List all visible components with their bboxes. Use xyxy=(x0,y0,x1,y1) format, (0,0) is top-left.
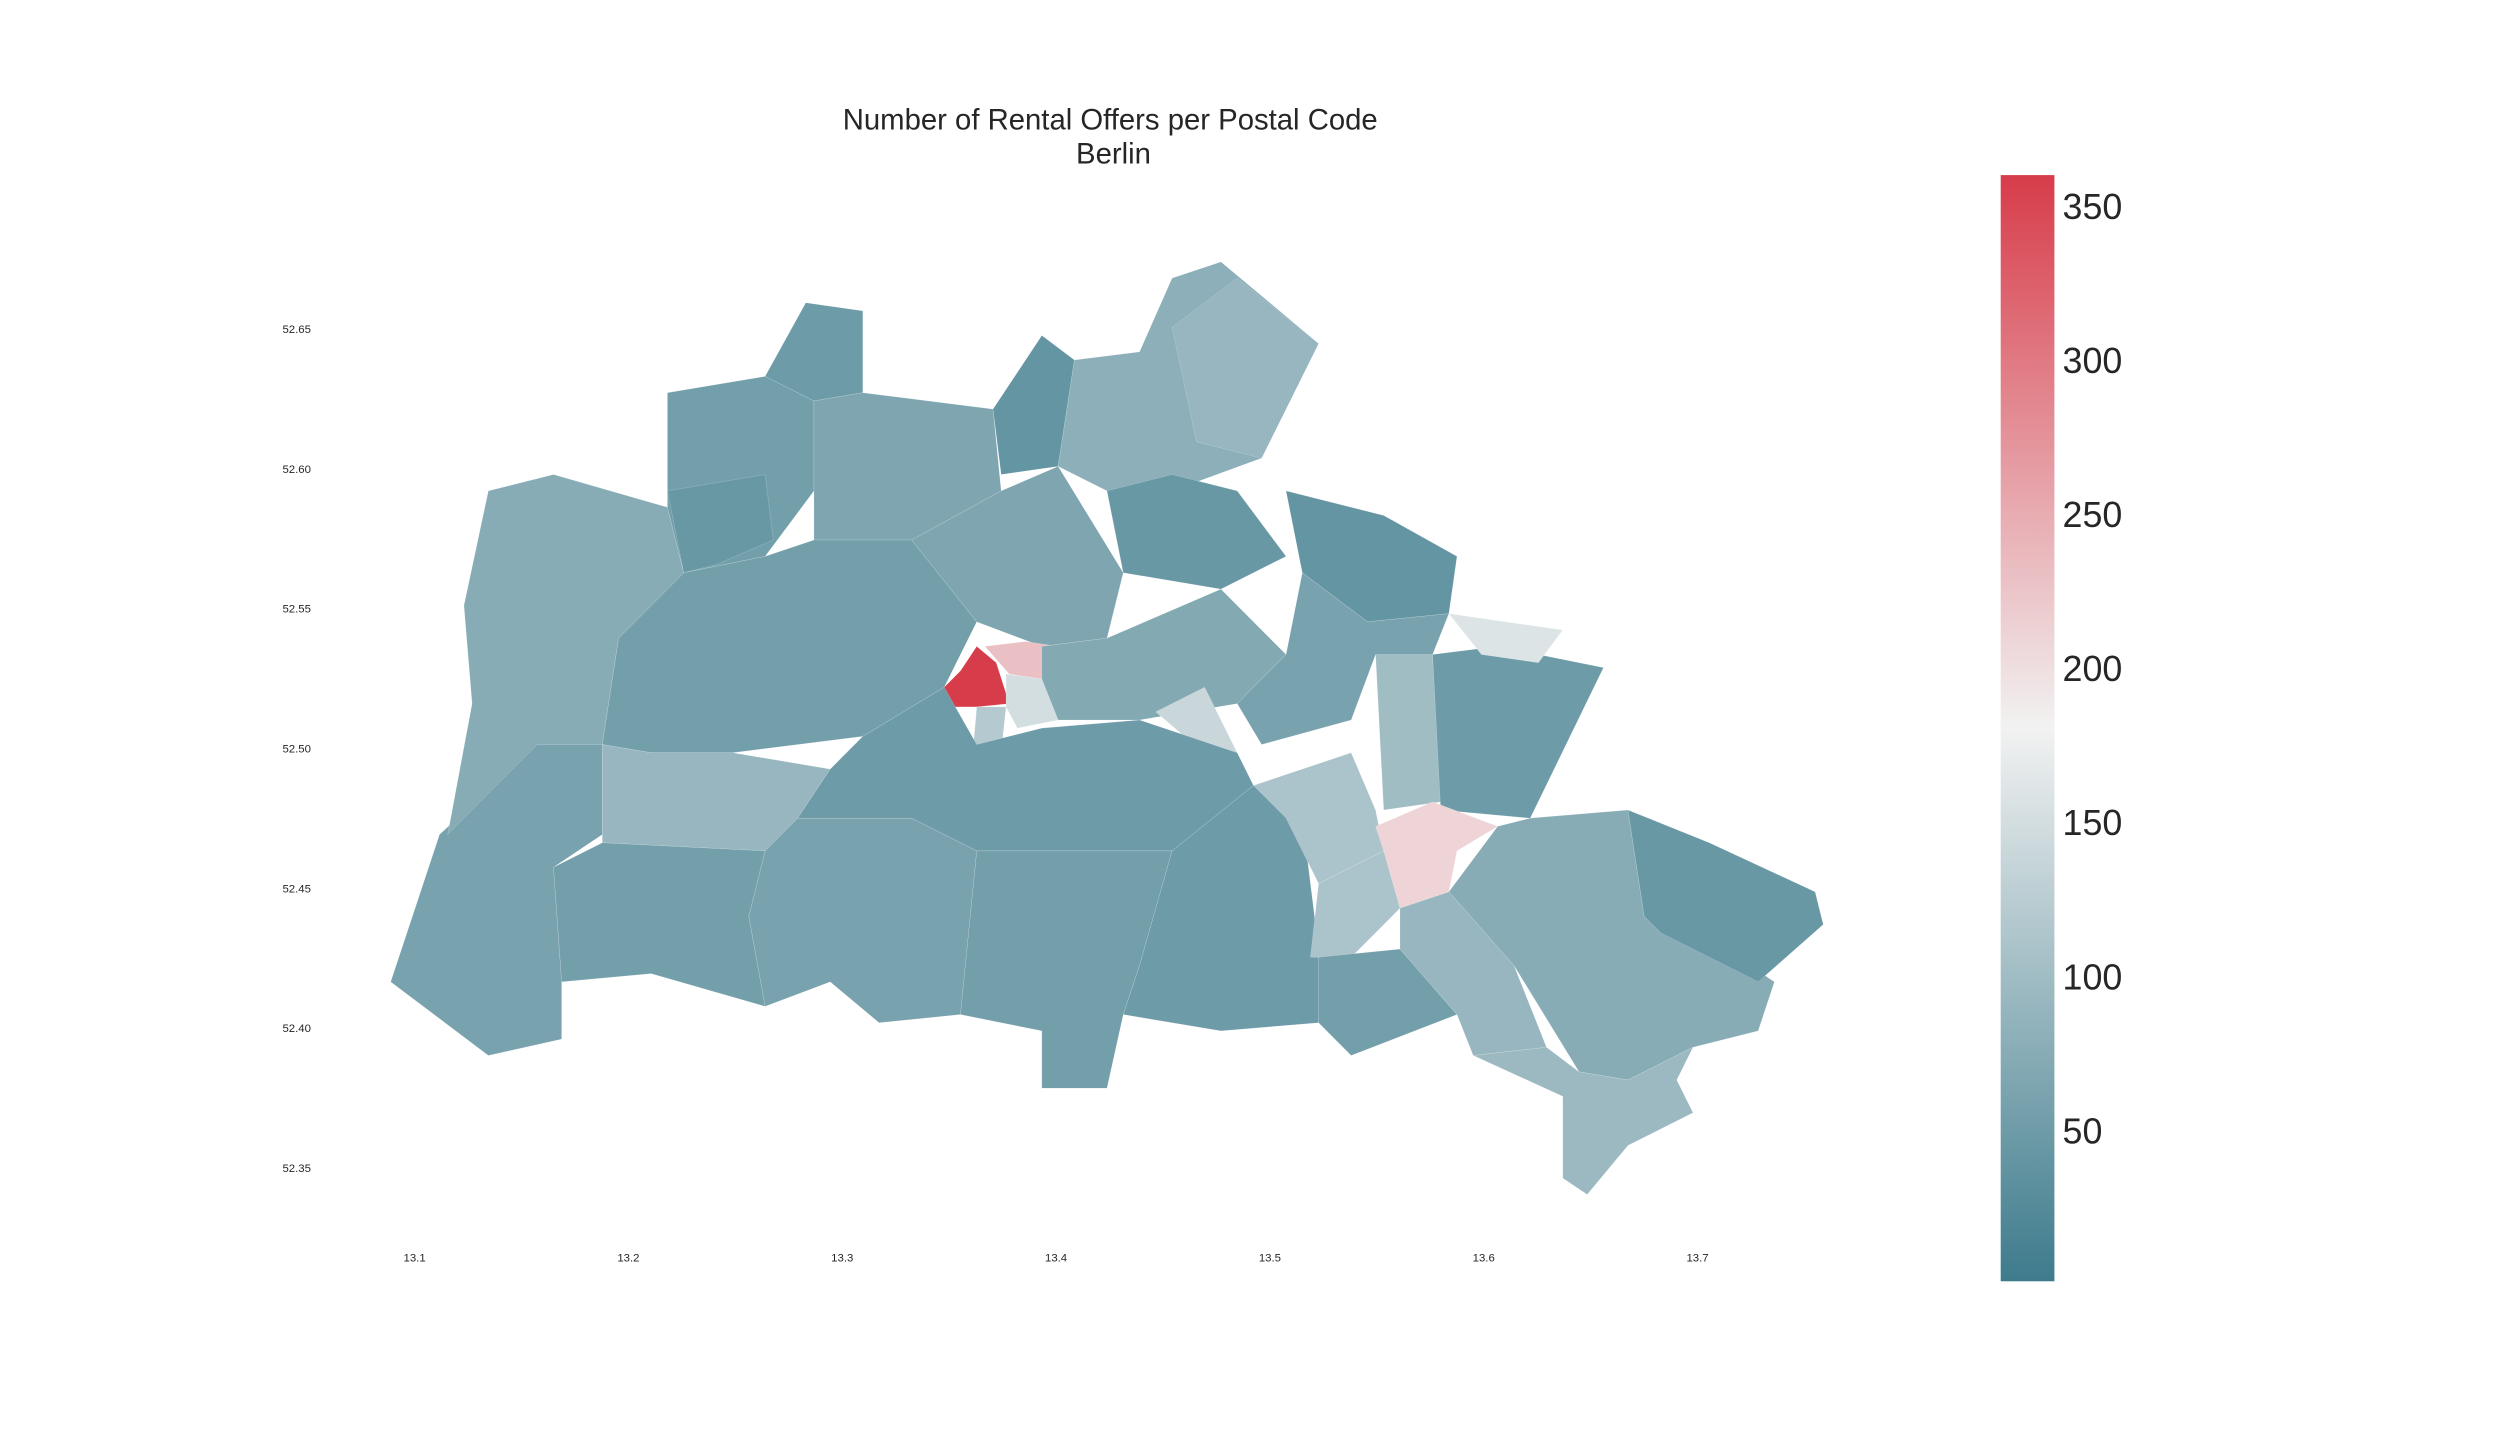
postal-region xyxy=(1005,673,1059,729)
colorbar: 50 100 150 200 250 300 350 xyxy=(2000,175,2123,1282)
colorbar-tick-label: 50 xyxy=(2063,1111,2103,1151)
x-tick-label: 13.7 xyxy=(1686,1253,1708,1265)
postal-region xyxy=(1375,654,1441,811)
colorbar-tick-label: 100 xyxy=(2063,957,2123,997)
postal-region xyxy=(1627,809,1824,983)
y-tick-label: 52.65 xyxy=(282,324,310,336)
colorbar-tick-label: 200 xyxy=(2063,649,2123,689)
x-tick-label: 13.5 xyxy=(1259,1253,1281,1265)
postal-region xyxy=(911,466,1124,647)
postal-region xyxy=(1318,948,1458,1056)
postal-region xyxy=(1236,572,1450,745)
chart-title: Number of Rental Offers per Postal Code xyxy=(843,103,1378,136)
map xyxy=(390,261,1824,1195)
colorbar-tick-label: 250 xyxy=(2063,495,2123,535)
postal-region xyxy=(1375,801,1499,909)
colorbar-bar xyxy=(2000,175,2055,1282)
postal-region xyxy=(553,842,766,1007)
x-tick-label: 13.2 xyxy=(617,1253,639,1265)
colorbar-tick-label: 350 xyxy=(2063,187,2123,227)
postal-region xyxy=(1106,474,1287,590)
postal-region xyxy=(1171,277,1319,459)
axes: 13.1 13.2 13.3 13.4 13.5 13.6 13.7 52.35 52.40 52… xyxy=(282,324,1708,1265)
postal-region xyxy=(1448,613,1564,663)
postal-region xyxy=(1432,646,1604,819)
postal-region xyxy=(748,817,977,1023)
y-tick-label: 52.35 xyxy=(282,1163,310,1175)
y-tick-label: 52.55 xyxy=(282,604,310,616)
y-tick-label: 52.60 xyxy=(282,464,310,476)
postal-region xyxy=(797,686,1254,852)
x-tick-label: 13.1 xyxy=(404,1253,426,1265)
postal-region xyxy=(1310,850,1401,958)
colorbar-tick-label: 300 xyxy=(2063,341,2123,381)
chart-subtitle: Berlin xyxy=(1076,138,1151,171)
x-tick-label: 13.4 xyxy=(1045,1253,1068,1265)
x-tick-label: 13.6 xyxy=(1473,1253,1495,1265)
x-tick-label: 13.3 xyxy=(831,1253,853,1265)
postal-region xyxy=(1472,1046,1694,1195)
postal-region xyxy=(667,474,774,573)
postal-region xyxy=(960,850,1173,1089)
postal-region xyxy=(602,539,977,753)
y-tick-label: 52.50 xyxy=(282,743,310,755)
y-tick-label: 52.40 xyxy=(282,1023,310,1035)
postal-region xyxy=(764,302,863,402)
colorbar-tick-label: 150 xyxy=(2063,803,2123,843)
y-tick-label: 52.45 xyxy=(282,883,310,895)
